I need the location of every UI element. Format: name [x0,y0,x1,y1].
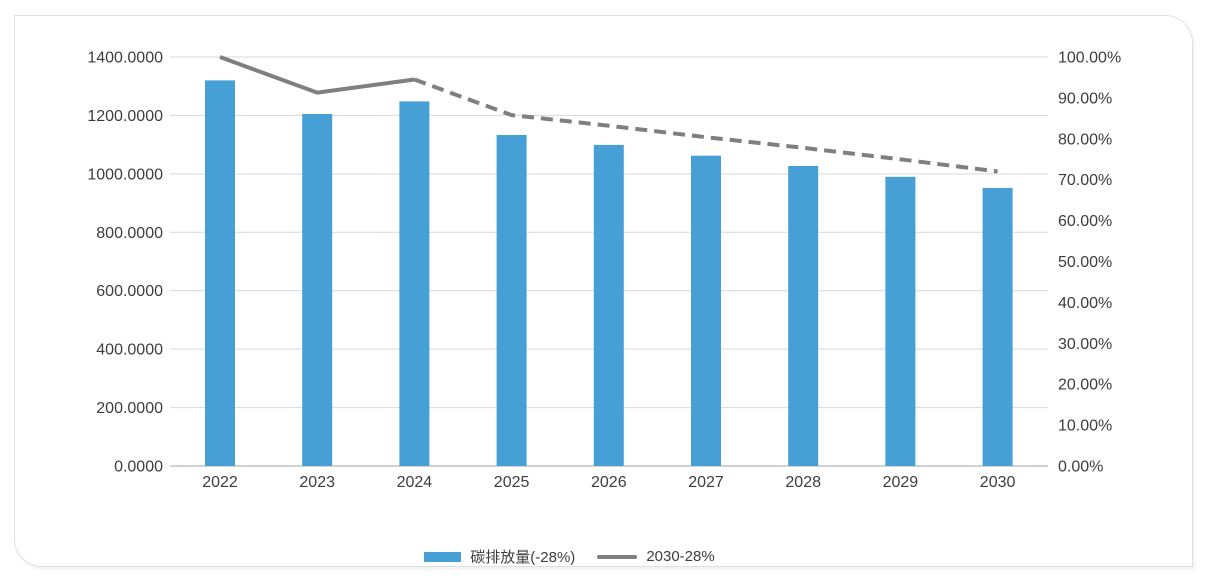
trend-line-solid [219,55,415,95]
x-axis-label-2028: 2028 [785,474,821,491]
legend-bar-swatch-icon [424,551,462,562]
bar-2024 [399,101,430,467]
left-axis-tick-label: 1200.0000 [87,108,163,125]
bar-2028 [788,166,819,466]
x-axis-label-2023: 2023 [299,474,335,491]
left-axis-tick-label: 1000.0000 [87,166,163,183]
right-axis-tick-label: 40.00% [1058,295,1112,312]
x-axis-label-2026: 2026 [591,474,627,491]
left-axis-tick-label: 600.0000 [96,283,163,300]
bar-2030 [982,187,1013,466]
right-axis-tick-label: 20.00% [1058,377,1112,394]
right-axis-tick-label: 0.00% [1058,459,1103,476]
bar-2023 [302,114,333,466]
x-axis-label-2024: 2024 [397,474,433,491]
right-axis-tick-label: 30.00% [1058,336,1112,353]
left-axis-tick-label: 800.0000 [96,225,163,242]
chart-legend: 碳排放量(-28%) 2030-28% [15,546,1192,567]
x-axis-label-2022: 2022 [202,474,238,491]
trend-line-dashed [413,77,998,174]
legend-line-swatch-icon [597,554,638,559]
left-axis-tick-label: 0.0000 [114,459,163,476]
right-axis-tick-label: 100.00% [1058,50,1121,67]
x-axis-label-2027: 2027 [688,474,724,491]
right-axis-tick-label: 10.00% [1058,418,1112,435]
legend-item-emissions: 碳排放量(-28%) [424,546,575,567]
bar-2025 [496,135,527,466]
bar-2026 [593,144,624,466]
left-axis-tick-label: 400.0000 [96,342,163,359]
bar-2029 [885,176,916,467]
legend-item-target: 2030-28% [597,548,715,565]
x-axis-label-2025: 2025 [494,474,530,491]
right-axis-tick-label: 60.00% [1058,213,1112,230]
right-axis-tick-label: 90.00% [1058,90,1112,107]
bar-2027 [691,155,721,466]
left-axis-tick-label: 1400.0000 [87,50,163,67]
right-axis-tick-label: 50.00% [1058,254,1112,271]
right-axis-tick-label: 70.00% [1058,172,1112,189]
x-axis-label-2030: 2030 [980,474,1016,491]
left-axis-tick-label: 200.0000 [96,400,163,417]
legend-line-label: 2030-28% [646,548,715,565]
bar-2022 [205,80,235,467]
legend-bar-label: 碳排放量(-28%) [470,549,576,566]
right-axis-tick-label: 80.00% [1058,131,1112,148]
x-axis-label-2029: 2029 [883,474,919,491]
